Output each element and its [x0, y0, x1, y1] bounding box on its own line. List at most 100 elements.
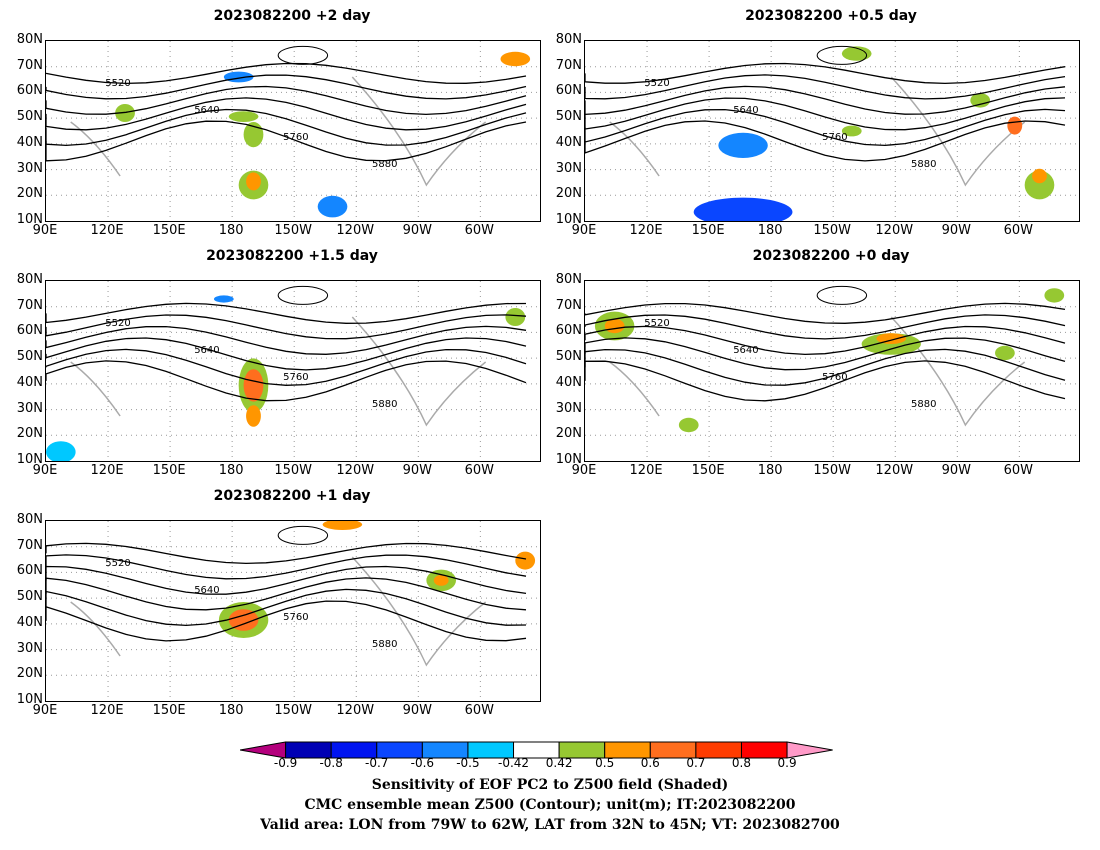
latitude-label: 50N — [16, 109, 43, 125]
sensitivity-shading — [1007, 116, 1023, 135]
map-canvas: 5520 5640 5760 5880 — [46, 281, 540, 461]
longitude-label: 150W — [274, 463, 313, 478]
longitude-label: 60W — [1003, 223, 1034, 238]
sensitivity-shading — [243, 369, 264, 402]
latitude-label: 20N — [16, 426, 43, 442]
contour-label: 5640 — [194, 105, 219, 116]
latitude-label: 10N — [16, 452, 43, 467]
colorbar-tick-label: 0.7 — [686, 756, 706, 770]
longitude-label: 60W — [464, 703, 495, 718]
colorbar-tick-label: 0.8 — [731, 756, 752, 770]
longitude-label: 180 — [757, 223, 783, 238]
z500-contour — [46, 120, 527, 162]
z500-contour — [46, 588, 527, 627]
sensitivity-shading — [678, 417, 699, 433]
map-panel: 5520 5640 5760 5880 — [584, 40, 1080, 222]
z500-contour — [46, 542, 527, 565]
sensitivity-shading — [718, 132, 768, 158]
latitude-label: 70N — [16, 537, 43, 553]
longitude-label: 120E — [90, 703, 124, 718]
latitude-label: 10N — [555, 212, 582, 227]
contour-label: 5520 — [105, 318, 130, 329]
coastline — [70, 316, 487, 427]
colorbar-tick-label: -0.7 — [365, 756, 389, 770]
longitude-label: 150E — [691, 463, 725, 478]
contour-label: 5760 — [283, 372, 308, 383]
sensitivity-shading — [515, 551, 536, 570]
z500-contour — [46, 62, 527, 85]
map-canvas: 5520 5640 5760 5880 — [585, 41, 1079, 221]
contour-label: 5880 — [372, 159, 397, 170]
sensitivity-shading — [876, 333, 907, 344]
z500-contour — [46, 325, 527, 355]
sensitivity-shading — [1032, 168, 1047, 184]
map-panel: 5520 5640 5760 5880 — [45, 40, 541, 222]
z500-contour — [277, 285, 329, 305]
colorbar-tick-label: 0.9 — [777, 756, 797, 770]
latitude-label: 50N — [16, 349, 43, 365]
z500-contour — [46, 600, 527, 642]
longitude-label: 150E — [152, 703, 186, 718]
contour-label: 5640 — [733, 105, 758, 116]
longitude-label: 90E — [32, 703, 58, 718]
latitude-label: 20N — [555, 186, 582, 202]
latitude-label: 30N — [16, 640, 43, 656]
z500-contour — [585, 302, 1066, 324]
sensitivity-shading — [693, 197, 793, 221]
longitude-label: 120E — [629, 223, 663, 238]
sensitivity-shading — [322, 521, 363, 530]
z500-contour — [46, 108, 527, 147]
contour-label: 5880 — [911, 399, 936, 410]
longitude-label: 180 — [218, 463, 244, 478]
latitude-label: 10N — [16, 692, 43, 707]
coastline — [609, 76, 1026, 187]
map-canvas: 5520 5640 5760 5880 — [46, 521, 540, 701]
longitude-label: 90E — [32, 223, 58, 238]
z500-contour — [585, 85, 1066, 116]
z500-contour — [277, 45, 329, 65]
colorbar — [240, 741, 833, 759]
sensitivity-shading — [505, 308, 526, 326]
latitude-label: 70N — [555, 57, 582, 73]
colorbar-tick-label: 0.6 — [640, 756, 660, 770]
z500-contour — [46, 565, 527, 595]
z500-contour — [585, 337, 1066, 371]
contour-label: 5640 — [733, 345, 758, 356]
longitude-label: 180 — [218, 703, 244, 718]
latitude-label: 60N — [16, 323, 43, 339]
sensitivity-shading — [228, 609, 259, 631]
latitude-label: 70N — [16, 57, 43, 73]
latitude-label: 30N — [16, 160, 43, 176]
caption-line-2: CMC ensemble mean Z500 (Contour); unit(m… — [304, 797, 796, 813]
latitude-label: 10N — [555, 452, 582, 467]
z500-contour — [46, 348, 527, 386]
latitude-label: 80N — [16, 32, 43, 47]
longitude-label: 90E — [571, 223, 597, 238]
longitude-label: 90W — [402, 463, 432, 478]
latitude-label: 60N — [555, 323, 582, 339]
sensitivity-shading — [841, 125, 862, 137]
z500-contour — [585, 74, 1066, 100]
longitude-label: 150W — [813, 223, 852, 238]
latitude-label: 40N — [555, 374, 582, 390]
sensitivity-shading — [500, 51, 531, 67]
longitude-label: 150E — [691, 223, 725, 238]
latitude-label: 20N — [555, 426, 582, 442]
z500-contour — [585, 97, 1066, 131]
z500-contour — [277, 525, 329, 545]
latitude-label: 80N — [555, 272, 582, 287]
panel-title: 2023082200 +2 day — [213, 8, 371, 24]
longitude-label: 120E — [629, 463, 663, 478]
longitude-label: 90E — [32, 463, 58, 478]
longitude-label: 120W — [336, 223, 375, 238]
caption-line-3: Valid area: LON from 79W to 62W, LAT fro… — [260, 817, 840, 833]
z500-contour — [585, 360, 1066, 402]
z500-contour — [585, 325, 1066, 356]
colorbar-tick-label: -0.5 — [456, 756, 480, 770]
latitude-label: 40N — [16, 614, 43, 630]
latitude-label: 10N — [16, 212, 43, 227]
sensitivity-shading — [604, 318, 625, 334]
longitude-label: 120W — [875, 223, 914, 238]
contour-label: 5760 — [822, 132, 847, 143]
sensitivity-shading — [841, 46, 872, 61]
